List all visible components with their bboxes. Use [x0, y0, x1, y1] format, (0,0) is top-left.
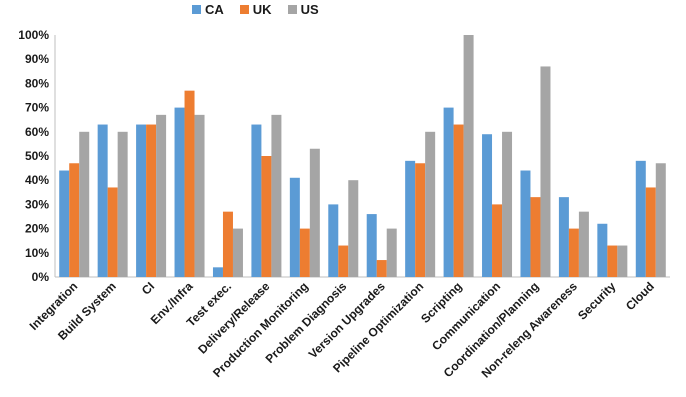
bar-us	[271, 114, 282, 277]
bar-uk	[338, 245, 349, 277]
legend-swatch-us	[287, 5, 297, 14]
legend-swatch-ca	[192, 5, 201, 14]
bar-us	[425, 131, 436, 277]
y-tick-label: 100%	[18, 28, 49, 42]
y-tick-label: 0%	[32, 270, 50, 284]
bar-us	[463, 35, 474, 277]
bar-ca	[251, 124, 262, 277]
bar-us	[156, 114, 167, 277]
y-tick-label: 40%	[25, 173, 49, 187]
bar-ca	[520, 170, 531, 277]
bar-us	[232, 228, 243, 277]
y-tick-label: 70%	[25, 101, 49, 115]
y-tick-label: 30%	[25, 197, 49, 211]
bar-ca	[366, 214, 377, 277]
bar-us	[386, 228, 397, 277]
bar-us	[79, 131, 90, 277]
bar-us	[194, 114, 205, 277]
bar-ca	[174, 107, 185, 277]
bar-ca	[597, 223, 608, 277]
bar-ca	[97, 124, 108, 277]
bar-us	[655, 163, 666, 277]
bar-us	[348, 180, 359, 277]
bar-ca	[289, 177, 300, 277]
bar-ca	[635, 160, 646, 277]
bar-uk	[645, 187, 656, 277]
bar-us	[117, 131, 128, 277]
legend-label-us: US	[300, 2, 319, 17]
legend-item-uk: UK	[239, 2, 272, 17]
bar-uk	[453, 124, 464, 277]
bar-ca	[482, 134, 493, 277]
bar-us	[309, 148, 320, 277]
bar-uk	[492, 204, 503, 277]
y-tick-label: 20%	[25, 222, 49, 236]
bar-uk	[299, 228, 310, 277]
y-tick-label: 50%	[25, 149, 49, 163]
bar-uk	[69, 163, 80, 277]
legend-label-ca: CA	[205, 2, 224, 17]
legend-label-uk: UK	[252, 2, 272, 17]
bar-uk	[184, 90, 195, 277]
y-tick-label: 90%	[25, 52, 49, 66]
bar-uk	[146, 124, 157, 277]
bar-ca	[558, 197, 569, 277]
legend-item-ca: CA	[192, 2, 224, 17]
bar-uk	[376, 260, 387, 277]
x-category-label: Communication	[429, 279, 503, 353]
chart-legend: CA UK US	[192, 2, 319, 17]
bar-us	[617, 245, 628, 277]
bar-us	[540, 66, 551, 278]
bar-ca	[328, 204, 339, 277]
bar-ca	[405, 160, 416, 277]
y-tick-label: 10%	[25, 246, 49, 260]
legend-swatch-uk	[239, 5, 249, 14]
bar-uk	[261, 156, 272, 277]
bar-ca	[212, 267, 223, 277]
bar-ca	[443, 107, 454, 277]
y-tick-label: 60%	[25, 125, 49, 139]
bar-us	[578, 211, 589, 277]
x-category-label: Security	[575, 279, 619, 323]
bar-ca	[136, 124, 147, 277]
bar-uk	[107, 187, 118, 277]
legend-item-us: US	[287, 2, 319, 17]
bar-uk	[530, 197, 541, 277]
bar-us	[502, 131, 513, 277]
bar-ca	[59, 170, 70, 277]
bar-uk	[568, 228, 579, 277]
bar-uk	[222, 211, 233, 277]
y-tick-label: 80%	[25, 76, 49, 90]
bar-uk	[415, 163, 426, 277]
bar-uk	[607, 245, 618, 277]
x-category-label: CI	[139, 279, 157, 297]
x-category-label: Cloud	[623, 279, 657, 313]
